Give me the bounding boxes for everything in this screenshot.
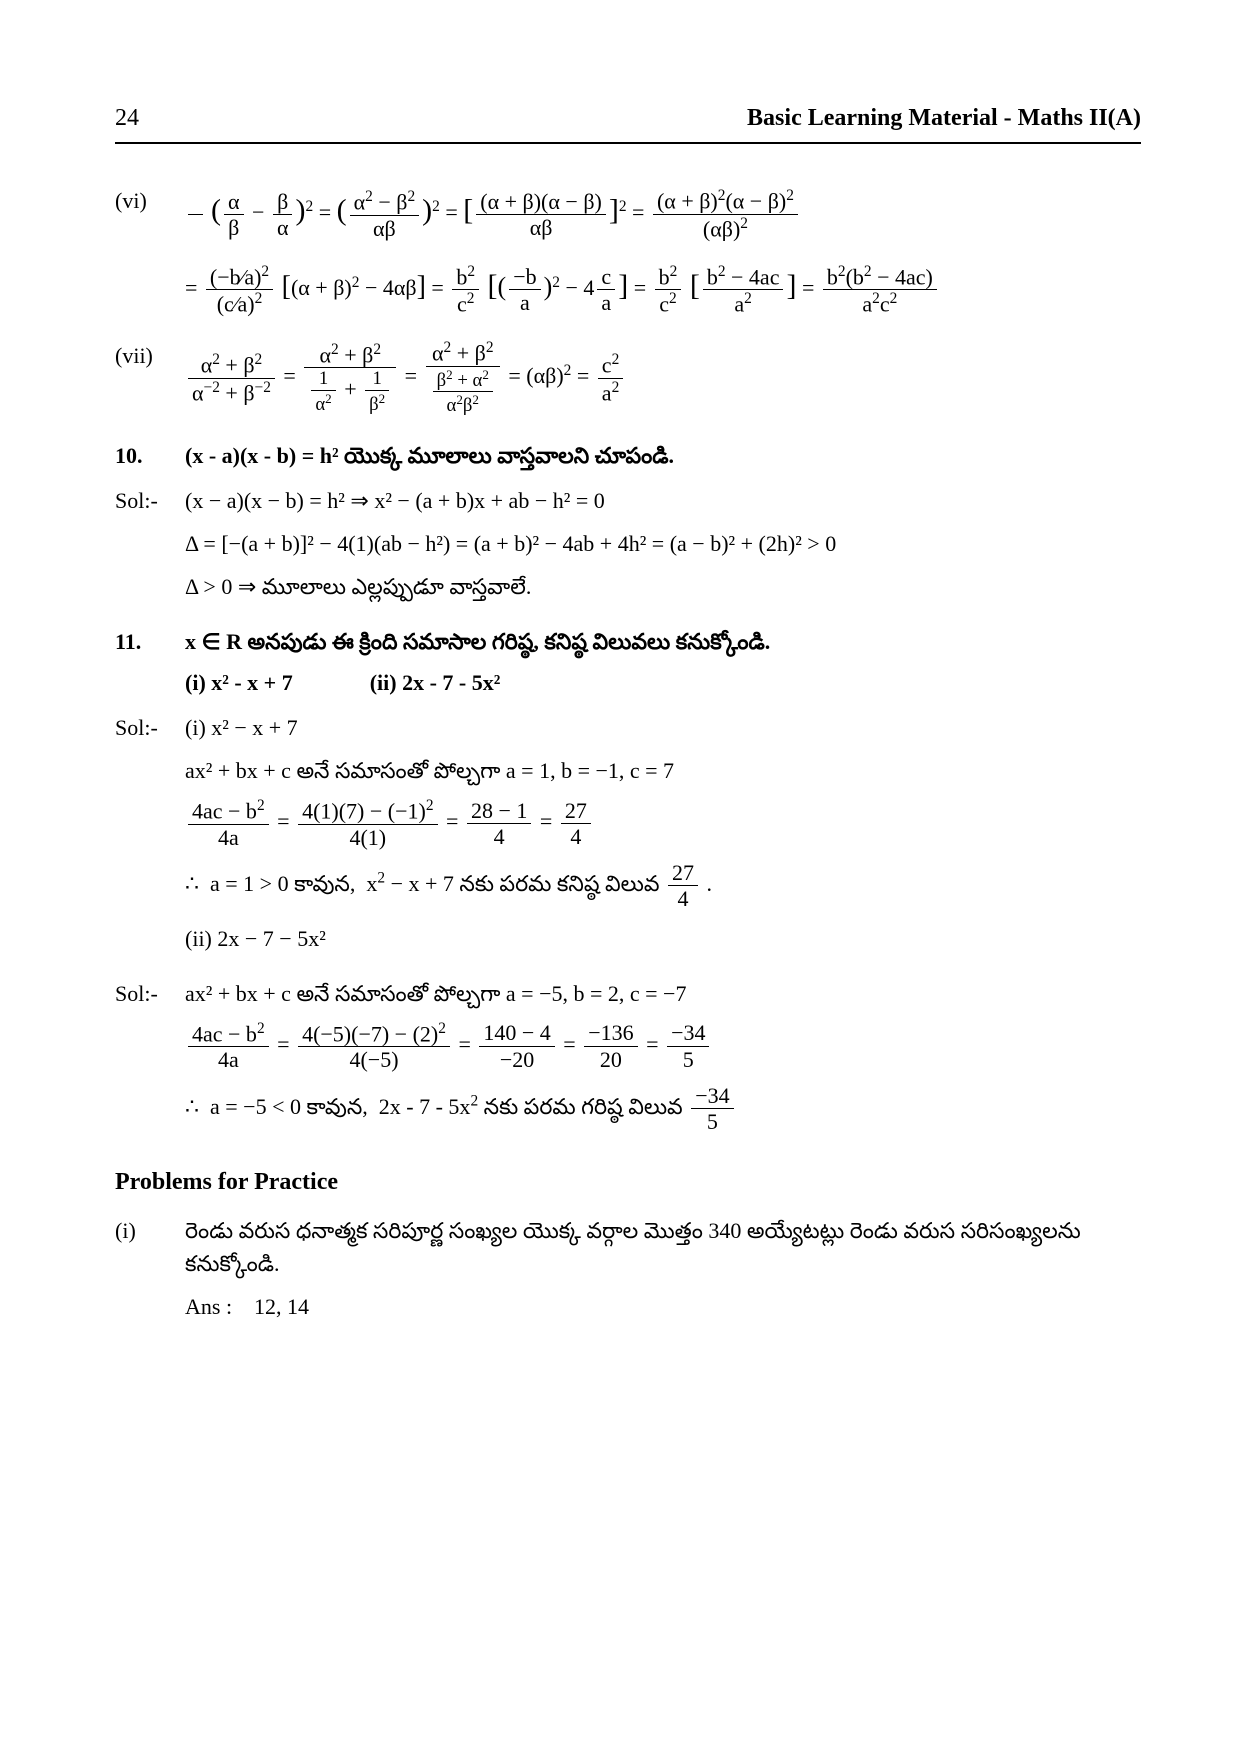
q10-label: 10.	[115, 439, 185, 472]
question-10: 10. (x - a)(x - b) = h² యొక్క మూలాలు వాస…	[115, 439, 1141, 472]
eq-vi-line1: (αβ − βα)2 = (α2 − β2αβ)2 = [(α + β)(α −…	[185, 184, 1141, 245]
sol11b-line3: ∴ a = −5 < 0 కావున, 2x - 7 - 5x2 నకు పరమ…	[185, 1083, 1141, 1135]
q10-text: (x - a)(x - b) = h² యొక్క మూలాలు వాస్తవా…	[185, 439, 1141, 472]
solution-10: Sol:- (x − a)(x − b) = h² ⇒ x² − (a + b)…	[115, 484, 1141, 613]
sol11a-line2: ax² + bx + c అనే సమాసంతో పోల్చగా a = 1, …	[185, 754, 1141, 787]
item-vii-content: α2 + β2α−2 + β−2 = α2 + β21α2 + 1β2 = α2…	[185, 339, 1141, 417]
sol11a-line1: (i) x² − x + 7	[185, 711, 1141, 744]
pfp-item-i: (i) రెండు వరుస ధనాత్మక సరిపూర్ణ సంఖ్యల య…	[115, 1214, 1141, 1323]
item-vi-label: (vi)	[115, 184, 185, 217]
eq-vi-line2: = (−b⁄a)2(c⁄a)2 [(α + β)2 − 4αβ] = b2c2 …	[185, 263, 1141, 317]
sol10-label: Sol:-	[115, 484, 185, 517]
sol11a-label: Sol:-	[115, 711, 185, 744]
sol10-content: (x − a)(x − b) = h² ⇒ x² − (a + b)x + ab…	[185, 484, 1141, 613]
pfp-i-text: రెండు వరుస ధనాత్మక సరిపూర్ణ సంఖ్యల యొక్క…	[185, 1214, 1141, 1280]
item-vi: (vi) (αβ − βα)2 = (α2 − β2αβ)2 = [(α + β…	[115, 184, 1141, 327]
q11-label: 11.	[115, 625, 185, 658]
q11-parts: (i) x² - x + 7 (ii) 2x - 7 - 5x²	[185, 666, 1141, 699]
item-vi-content: (αβ − βα)2 = (α2 − β2αβ)2 = [(α + β)(α −…	[185, 184, 1141, 327]
pfp-i-label: (i)	[115, 1214, 185, 1247]
sol11a-line3: 4ac − b24a = 4(1)(7) − (−1)24(1) = 28 − …	[185, 797, 1141, 850]
sol11a-line4: ∴ a = 1 > 0 కావున, x2 − x + 7 నకు పరమ కన…	[185, 860, 1141, 912]
sol10-line3: Δ > 0 ⇒ మూలాలు ఎల్లప్పుడూ వాస్తవాలే.	[185, 570, 1141, 603]
item-vii: (vii) α2 + β2α−2 + β−2 = α2 + β21α2 + 1β…	[115, 339, 1141, 427]
header-title: Basic Learning Material - Maths II(A)	[747, 100, 1141, 136]
page-header: 24 Basic Learning Material - Maths II(A)	[115, 100, 1141, 144]
sol11b-label: Sol:-	[115, 977, 185, 1010]
sol11a-content: (i) x² − x + 7 ax² + bx + c అనే సమాసంతో …	[185, 711, 1141, 965]
sol11a-line5: (ii) 2x − 7 − 5x²	[185, 922, 1141, 955]
sol11b-content: ax² + bx + c అనే సమాసంతో పోల్చగా a = −5,…	[185, 977, 1141, 1145]
page-number: 24	[115, 100, 139, 136]
sol11b-line2: 4ac − b24a = 4(−5)(−7) − (2)24(−5) = 140…	[185, 1020, 1141, 1073]
solution-11a: Sol:- (i) x² − x + 7 ax² + bx + c అనే సమ…	[115, 711, 1141, 965]
question-11: 11. x ∈ R అనపుడు ఈ క్రింది సమాసాల గరిష్ఠ…	[115, 625, 1141, 699]
pfp-i-ans: Ans : 12, 14	[185, 1290, 1141, 1323]
solution-11b: Sol:- ax² + bx + c అనే సమాసంతో పోల్చగా a…	[115, 977, 1141, 1145]
sol10-line1: (x − a)(x − b) = h² ⇒ x² − (a + b)x + ab…	[185, 484, 1141, 517]
q11-text: x ∈ R అనపుడు ఈ క్రింది సమాసాల గరిష్ఠ, కన…	[185, 625, 1141, 699]
sol10-line2: Δ = [−(a + b)]² − 4(1)(ab − h²) = (a + b…	[185, 527, 1141, 560]
pfp-i-content: రెండు వరుస ధనాత్మక సరిపూర్ణ సంఖ్యల యొక్క…	[185, 1214, 1141, 1323]
item-vii-label: (vii)	[115, 339, 185, 372]
sol11b-line1: ax² + bx + c అనే సమాసంతో పోల్చగా a = −5,…	[185, 977, 1141, 1010]
problems-for-practice-heading: Problems for Practice	[115, 1164, 1141, 1200]
q11-main: x ∈ R అనపుడు ఈ క్రింది సమాసాల గరిష్ఠ, కన…	[185, 625, 1141, 658]
